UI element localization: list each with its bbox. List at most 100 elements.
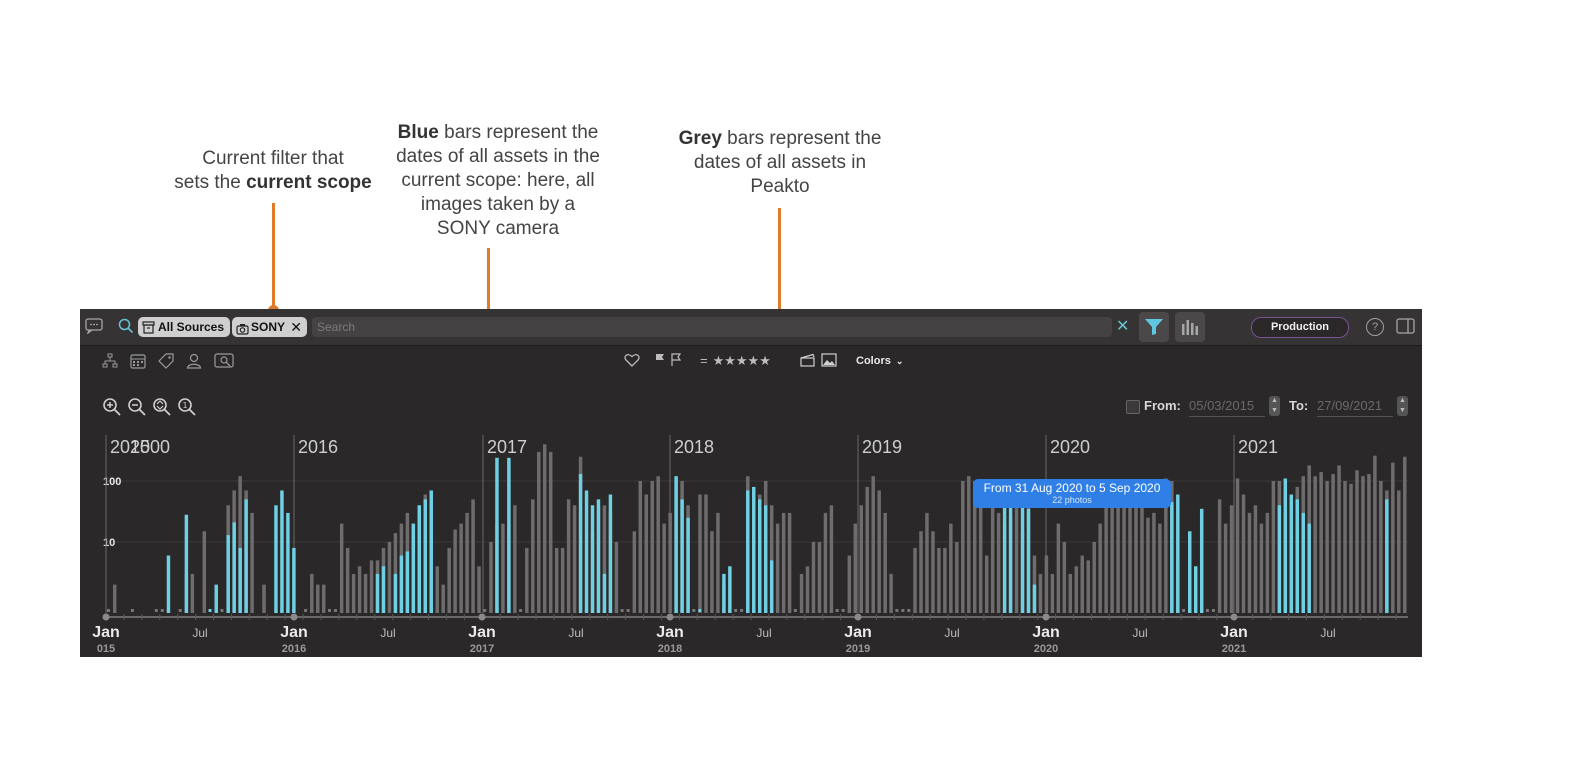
x-axis-label: Jan (1032, 624, 1060, 641)
grey-bar (835, 609, 839, 612)
grey-bar (841, 609, 845, 612)
callout-blue-line5: SONY camera (436, 218, 560, 239)
x-axis-label: Jul (380, 626, 395, 640)
flag-icon[interactable] (654, 353, 682, 370)
date-tooltip: From 31 Aug 2020 to 5 Sep 2020 22 photos (973, 479, 1171, 508)
blue-bar (1289, 494, 1294, 613)
hierarchy-icon[interactable] (102, 353, 118, 372)
image-icon[interactable] (821, 353, 837, 370)
grey-bar (1319, 472, 1323, 613)
date-range-checkbox[interactable] (1126, 400, 1140, 414)
grey-bar (805, 566, 810, 613)
blue-bar (1295, 499, 1299, 613)
to-date-field[interactable]: 27/09/2021 (1317, 398, 1393, 417)
clear-search-icon[interactable]: ✕ (1116, 318, 1130, 335)
grey-bar (1253, 505, 1258, 613)
sony-filter-chip[interactable]: SONY ✕ (232, 317, 308, 337)
face-search-icon[interactable] (214, 353, 236, 372)
clapper-icon[interactable] (800, 353, 815, 370)
to-date-stepper[interactable]: ▲ ▼ (1397, 396, 1408, 416)
grey-bar (1235, 478, 1240, 613)
grey-bar (937, 547, 941, 613)
blue-bar (674, 476, 678, 613)
tag-icon[interactable] (158, 353, 174, 372)
grey-bar (829, 505, 834, 613)
callout-blue-bars: Blue bars represent the dates of all ass… (380, 121, 616, 241)
grey-bar (525, 547, 529, 613)
grey-bar (1217, 499, 1222, 613)
production-badge[interactable]: Production (1251, 317, 1349, 338)
grey-bar (345, 547, 350, 613)
callout-scope-line1: Current filter that (202, 148, 344, 169)
filter-button[interactable] (1139, 312, 1169, 342)
zoom-in-icon[interactable] (102, 397, 122, 422)
help-icon[interactable]: ? (1366, 318, 1384, 336)
zoom-reset-icon[interactable]: 1 (177, 397, 197, 422)
grey-bar (817, 542, 822, 613)
grey-bar (441, 584, 445, 613)
blue-bar (166, 555, 171, 613)
grey-bar (310, 573, 314, 613)
year-marker (666, 613, 674, 621)
blue-bar (393, 573, 398, 613)
grey-bar (333, 609, 337, 612)
grey-bar (847, 555, 852, 613)
grey-bar (614, 542, 619, 613)
grey-bar (1325, 481, 1329, 613)
tooltip-count: 22 photos (1052, 495, 1092, 505)
grey-bar (943, 547, 947, 613)
grey-bar (1092, 542, 1096, 613)
histogram-button[interactable] (1175, 312, 1205, 342)
close-icon[interactable]: ✕ (290, 319, 303, 335)
heart-icon[interactable] (624, 353, 640, 370)
sidebar-icon[interactable] (1396, 318, 1415, 339)
blue-bar (405, 551, 410, 613)
rating-filter[interactable]: = ★★★★★ (700, 353, 771, 369)
grey-bar (1062, 542, 1067, 613)
all-sources-chip[interactable]: All Sources (138, 317, 231, 337)
callout-current-scope: Current filter that sets the current sco… (160, 147, 386, 195)
blue-bar (238, 547, 242, 613)
zoom-out-icon[interactable] (127, 397, 147, 422)
from-date-stepper[interactable]: ▲ ▼ (1269, 396, 1280, 416)
chat-icon[interactable] (85, 318, 103, 339)
year-marker (1230, 613, 1238, 621)
grey-bar (1247, 512, 1252, 613)
blue-bar (399, 555, 404, 613)
grey-bar (1164, 478, 1168, 613)
filter-icon (1145, 319, 1163, 335)
zoom-fit-icon[interactable] (152, 397, 172, 422)
blue-bar (495, 457, 499, 613)
blue-bar (286, 512, 290, 613)
x-axis-label: Jan (468, 624, 496, 641)
from-date-field[interactable]: 05/03/2015 (1189, 398, 1265, 417)
calendar-icon[interactable] (130, 353, 146, 372)
blue-bar (1307, 523, 1311, 613)
search-icon[interactable] (118, 318, 134, 339)
grey-bar (537, 451, 541, 613)
blue-bar (1199, 508, 1204, 613)
colors-dropdown[interactable]: Colors ⌄ (856, 355, 903, 367)
blue-bar (1188, 531, 1192, 613)
blue-bar (596, 499, 601, 613)
blue-bar (1193, 566, 1198, 613)
grey-bar (769, 505, 774, 613)
blue-bar (280, 490, 284, 613)
callout-blue-line4: images taken by a (420, 194, 576, 215)
x-axis-year: 2017 (470, 643, 494, 655)
blue-bar (429, 490, 433, 613)
x-axis-year: 015 (97, 643, 115, 655)
grey-bar (1116, 499, 1120, 613)
blue-bar (1283, 478, 1288, 613)
person-icon[interactable] (186, 353, 202, 372)
grey-bar (1205, 609, 1209, 612)
search-input[interactable]: Search (312, 317, 1112, 337)
year-marker (102, 613, 110, 621)
grey-bar (1056, 523, 1061, 613)
year-label: 2021 (1238, 437, 1278, 457)
year-label: 2017 (487, 437, 527, 457)
timeline-histogram[interactable]: 10 100 2015 2016 2017 2018 2019 2020 2021 2000 Jan… (80, 309, 1422, 657)
grey-bar (1146, 517, 1150, 613)
grey-bar (107, 609, 110, 612)
y-tick-label: 100 (103, 476, 121, 488)
